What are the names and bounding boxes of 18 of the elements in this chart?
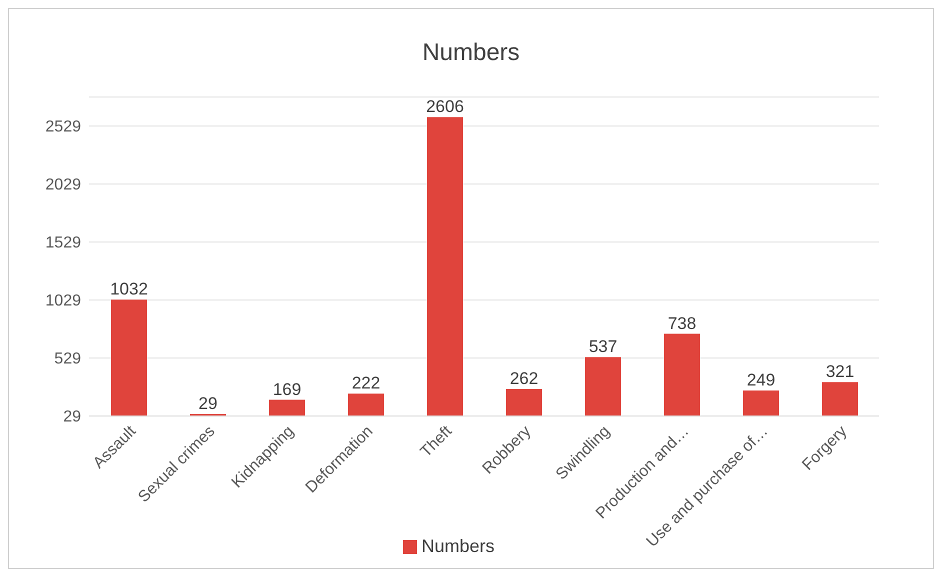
data-label: 738 — [668, 314, 696, 333]
y-tick-label: 2029 — [45, 176, 82, 194]
data-label: 1032 — [110, 280, 148, 299]
chart-title: Numbers — [421, 38, 521, 67]
y-tick-label: 29 — [63, 408, 82, 426]
data-label: 262 — [510, 368, 538, 388]
legend-label: Numbers — [421, 536, 495, 556]
data-label: 29 — [198, 394, 218, 413]
data-label: 321 — [826, 362, 854, 382]
y-tick-label: 2529 — [45, 118, 82, 136]
y-tick-label: 1529 — [45, 234, 82, 252]
data-label: 169 — [272, 380, 302, 399]
y-tick-label: 529 — [54, 350, 82, 368]
data-label: 2606 — [426, 97, 464, 116]
data-label: 537 — [588, 337, 618, 356]
data-label: 222 — [352, 374, 380, 393]
data-label: 249 — [746, 370, 776, 390]
y-tick-label: 1029 — [45, 292, 82, 310]
